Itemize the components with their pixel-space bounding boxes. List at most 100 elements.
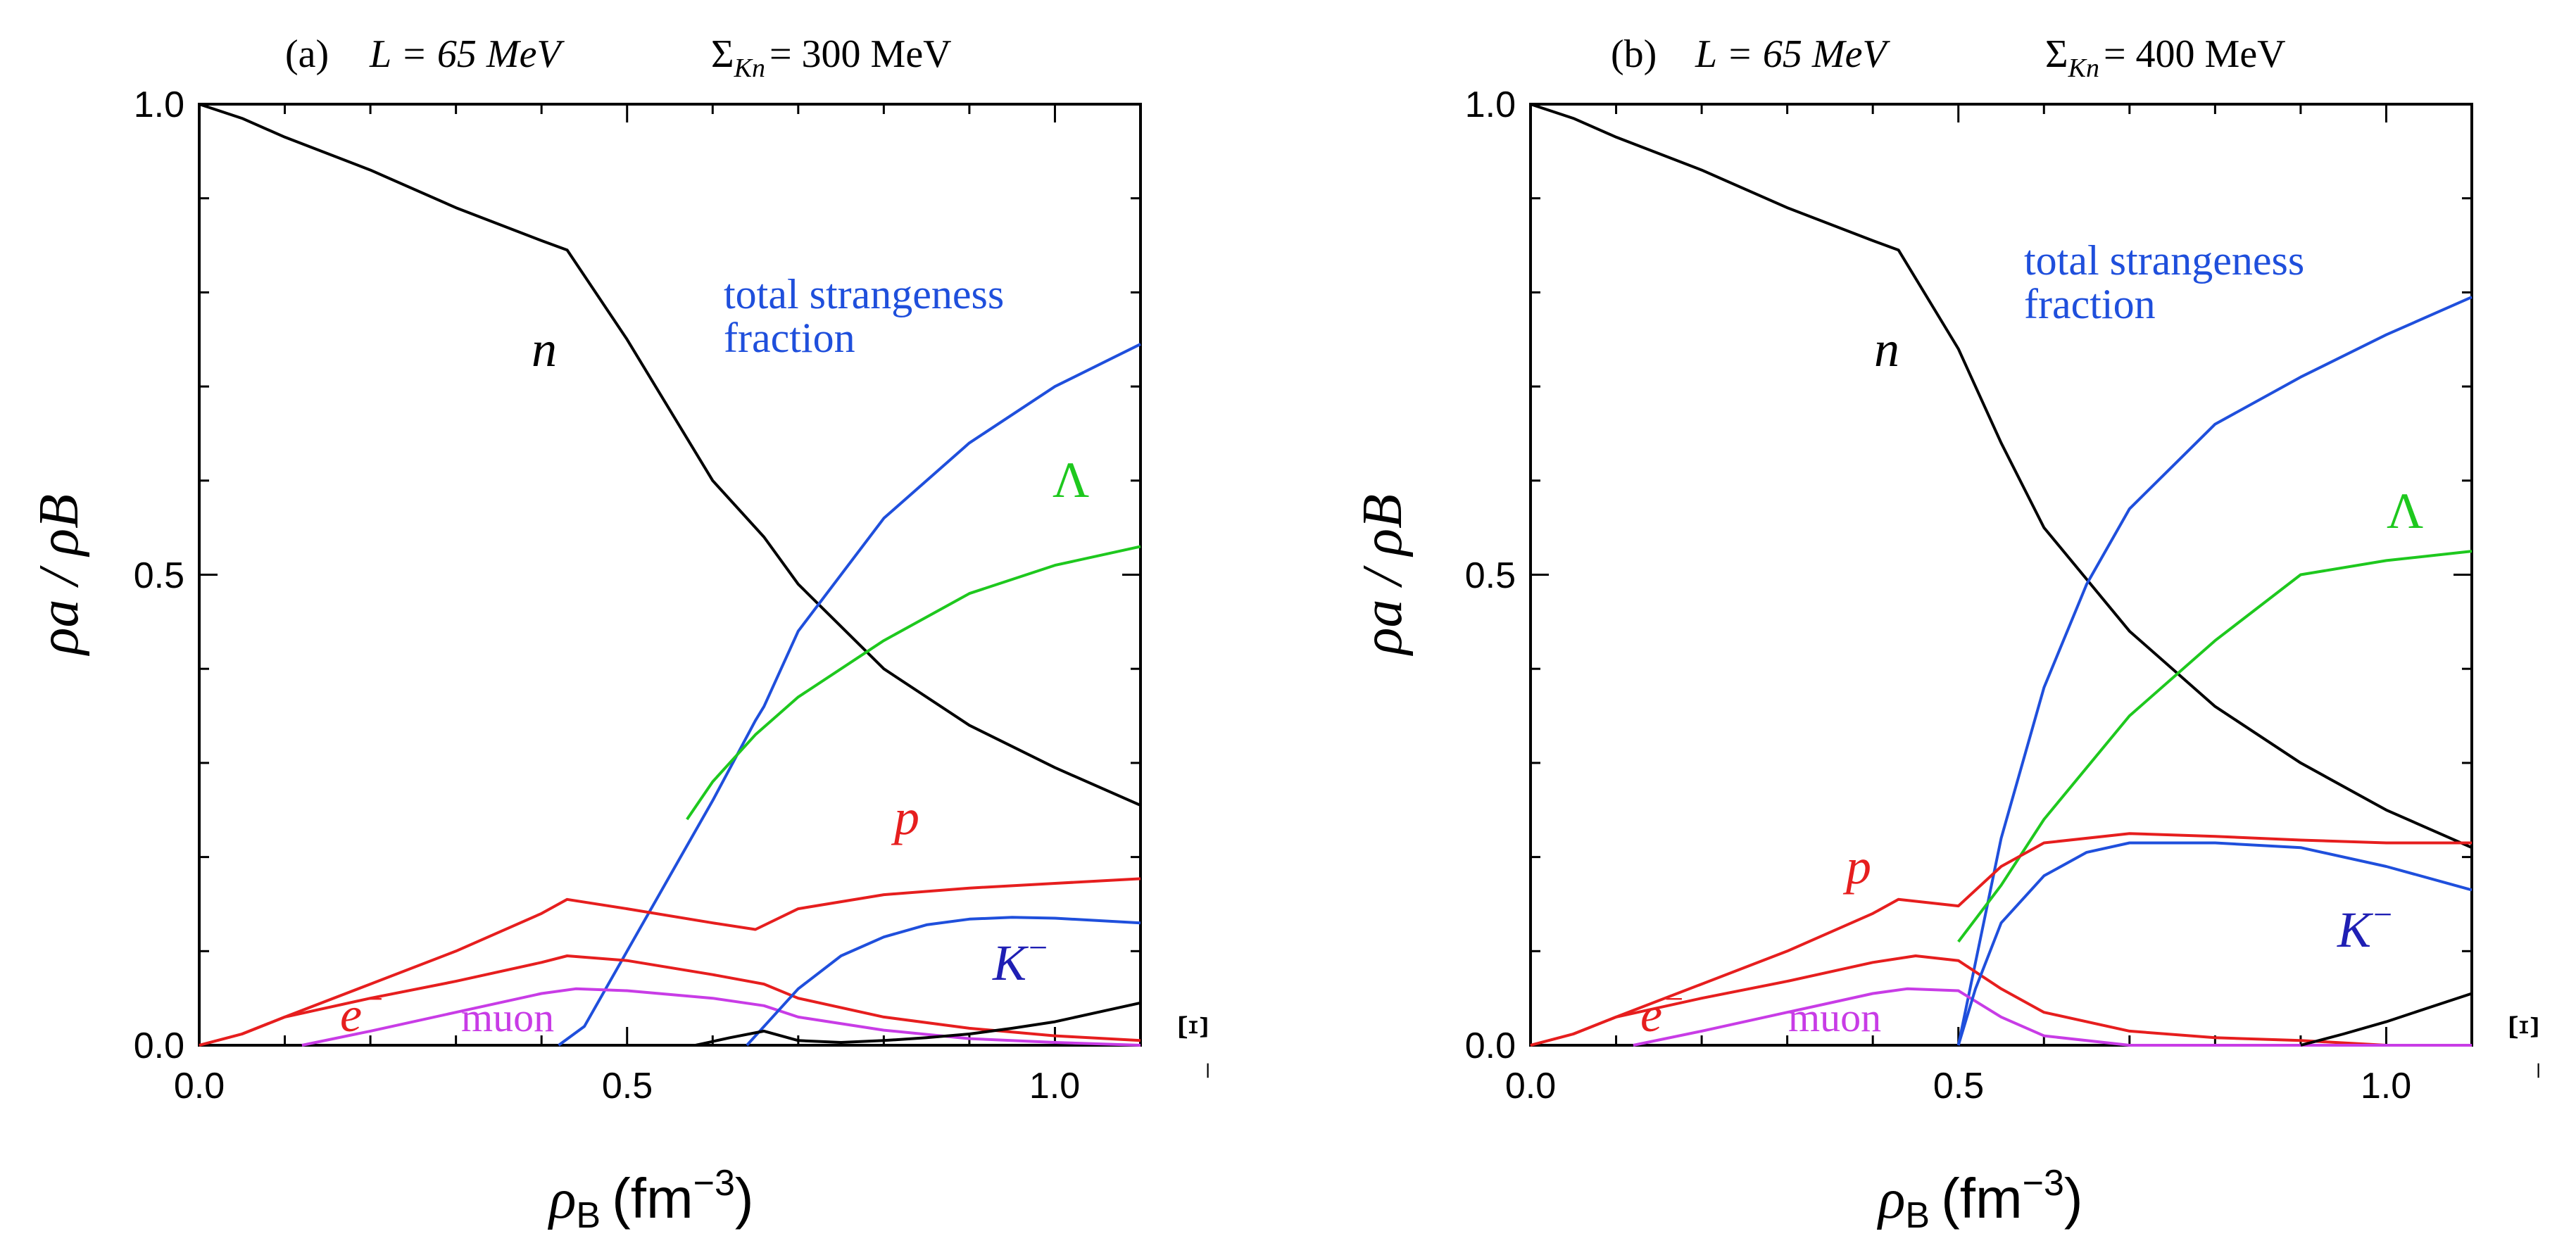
panel-a-label-lambda: Λ: [1053, 452, 1089, 508]
panel-b: (b) L = 65 MeV ΣKn = 400 MeV 0.0 0.5 1.0 …: [1352, 32, 2556, 1236]
panel-a-label-strangeness-1: total strangeness: [724, 271, 1004, 317]
panel-a-series-p: [199, 877, 1141, 1047]
panel-b-ylabel: ρa / ρB: [1352, 494, 1414, 657]
panel-b-label-n: n: [1874, 321, 1899, 377]
panel-a-series-e-: [199, 954, 1141, 1047]
panel-b-title-sigma: ΣKn = 400 MeV: [2045, 32, 2286, 83]
panel-b-xlabel: ρB (fm−3): [1876, 1163, 2083, 1236]
panel-a-xi-sup: −: [1190, 1062, 1225, 1080]
panel-a-xlabel-sub: B: [576, 1195, 601, 1236]
panel-b-sigma-sub: Kn: [2068, 53, 2099, 83]
panel-a-plot-frame: [198, 103, 1142, 1047]
panel-a-series-total-strangeness-fraction: [558, 343, 1141, 1047]
panel-a-series-k-: [746, 916, 1141, 1047]
panel-b-series--: [1957, 550, 2473, 943]
panel-a-eminus-sup: −: [362, 980, 384, 1018]
panel-b-annotations: n total strangeness fraction Λ p K− e− m…: [1640, 237, 2556, 1079]
panel-a-title-L: L = 65 MeV: [369, 32, 565, 76]
panel-b-ticks: [1529, 103, 2473, 1047]
panel-b-ytick-labels: 0.0 0.5 1.0: [1465, 84, 1516, 1066]
panel-b-series-k-: [1956, 841, 2473, 1046]
panel-a: (a) L = 65 MeV ΣKn = 300 MeV 0.0 0.5 1.0 …: [28, 32, 1225, 1236]
panel-b-curves: [1530, 103, 2473, 1047]
panel-a-ytick-0: 0.0: [134, 1026, 184, 1066]
panel-a-label-p: p: [891, 789, 919, 845]
panel-a-label: (a): [285, 32, 329, 76]
panel-a-series--: [686, 545, 1141, 821]
panel-b-label-kminus: K−: [2337, 896, 2394, 958]
panel-b-xi-text: Ξ−: [2501, 1014, 2556, 1079]
panel-b-ytick-0: 0.0: [1465, 1026, 1516, 1066]
panel-b-kminus-base: K: [2337, 902, 2374, 958]
panel-b-ytick-1: 0.5: [1465, 555, 1516, 596]
panel-b-xtick-2: 1.0: [2361, 1066, 2411, 1106]
panel-b-plot-frame: [1529, 103, 2473, 1047]
panel-a-sigma-symbol: Σ: [711, 32, 734, 76]
panel-a-series-n: [199, 103, 1141, 807]
panel-b-ylabel-text: ρa / ρB: [1352, 494, 1414, 657]
panel-b-xtick-1: 0.5: [1933, 1066, 1984, 1106]
panel-b-xlabel-rho: ρ: [1876, 1168, 1905, 1230]
panel-b-xi-base: Ξ: [2501, 1014, 2547, 1041]
panel-b-series-e-: [1530, 954, 2472, 1047]
panel-a-label-xi: Ξ−: [1170, 1014, 1225, 1079]
panel-a-xtick-1: 0.5: [602, 1066, 653, 1106]
panel-a-kminus-base: K: [992, 935, 1029, 991]
panel-a-ylabel: ρa / ρB: [28, 494, 90, 657]
panel-b-label-p: p: [1842, 838, 1871, 895]
panel-b-series-p: [1530, 832, 2472, 1047]
panel-a-xlabel-unit: (fm: [612, 1167, 693, 1230]
panel-b-xlabel-exp: −3: [2023, 1163, 2064, 1204]
panel-b-series-n: [1530, 103, 2473, 850]
panel-a-title: (a) L = 65 MeV ΣKn = 300 MeV: [285, 32, 952, 83]
panel-a-xtick-0: 0.0: [174, 1066, 225, 1106]
panel-a-sigma-sub: Kn: [734, 53, 765, 83]
panel-b-sigma-value: = 400 MeV: [2104, 32, 2286, 76]
panel-a-xtick-2: 1.0: [1029, 1066, 1080, 1106]
panel-b-ytick-2: 1.0: [1465, 84, 1516, 125]
panel-b-xlabel-sub: B: [1905, 1195, 1930, 1236]
panel-a-label-eminus: e−: [340, 980, 384, 1042]
panel-b-label-lambda: Λ: [2387, 483, 2423, 539]
panel-b-label-strangeness-1: total strangeness: [2024, 237, 2304, 284]
panel-a-title-sigma: ΣKn = 300 MeV: [711, 32, 952, 83]
panel-a-xi-base: Ξ: [1170, 1014, 1217, 1041]
panel-b-label-eminus: e−: [1640, 980, 1685, 1042]
panel-a-xlabel: ρB (fm−3): [547, 1163, 754, 1236]
panel-b-kminus-sup: −: [2371, 896, 2394, 933]
panel-b-sigma-symbol: Σ: [2045, 32, 2068, 76]
panel-b-xlabel-unit: (fm: [1941, 1167, 2023, 1230]
panel-b-title: (b) L = 65 MeV ΣKn = 400 MeV: [1611, 32, 2286, 83]
panel-a-ticks: [198, 103, 1142, 1047]
panel-a-ytick-1: 0.5: [134, 555, 184, 596]
panel-b-xtick-labels: 0.0 0.5 1.0: [1505, 1066, 2411, 1106]
panel-b-series-total-strangeness-fraction: [1956, 296, 2473, 1046]
panel-a-sigma-value: = 300 MeV: [769, 32, 952, 76]
panel-b-xlabel-close: ): [2064, 1167, 2083, 1230]
panel-a-curves: [199, 103, 1141, 1047]
panel-a-series--: [695, 1001, 1141, 1047]
panel-a-label-strangeness-2: fraction: [724, 315, 855, 361]
panel-b-title-L: L = 65 MeV: [1695, 32, 1890, 76]
panel-b-series-muon: [1633, 987, 2472, 1047]
panel-b-xtick-0: 0.0: [1505, 1066, 1556, 1106]
panel-a-eminus-base: e: [340, 988, 362, 1042]
panel-b-label: (b): [1611, 32, 1657, 76]
panel-b-label-xi: Ξ−: [2501, 1014, 2556, 1079]
panel-b-series--: [2300, 992, 2473, 1047]
panel-b-label-muon: muon: [1788, 995, 1881, 1040]
panel-a-xi-text: Ξ−: [1170, 1014, 1225, 1079]
panel-b-label-strangeness-2: fraction: [2024, 281, 2156, 327]
panel-a-series-muon: [301, 987, 1141, 1047]
panel-a-xlabel-rho: ρ: [547, 1168, 576, 1230]
panel-a-xlabel-exp: −3: [693, 1163, 735, 1204]
panel-a-ylabel-text: ρa / ρB: [28, 494, 90, 657]
panel-b-eminus-sup: −: [1662, 980, 1685, 1018]
panel-a-ytick-2: 1.0: [134, 84, 184, 125]
panel-a-label-n: n: [532, 321, 557, 377]
panel-a-ytick-labels: 0.0 0.5 1.0: [134, 84, 184, 1066]
panel-a-label-muon: muon: [461, 995, 554, 1040]
panel-a-xlabel-close: ): [735, 1167, 754, 1230]
panel-b-xi-sup: −: [2521, 1062, 2556, 1080]
